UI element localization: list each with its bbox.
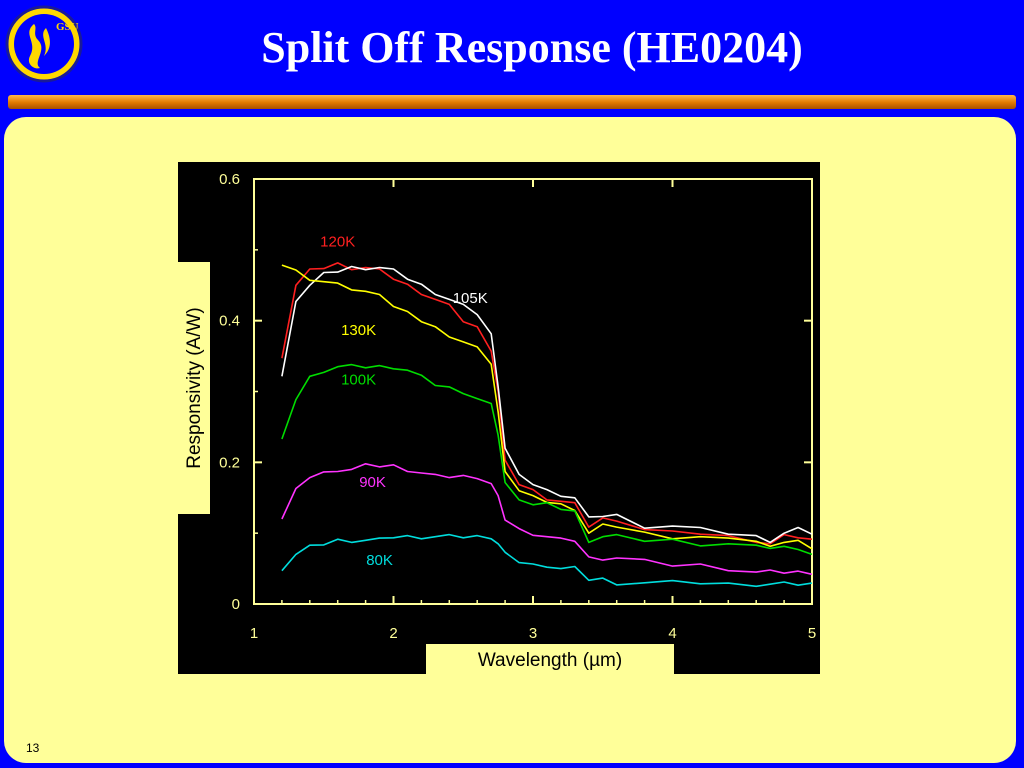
x-axis-label-box: Wavelength (µm) <box>426 644 674 674</box>
x-tick-label: 4 <box>668 625 676 642</box>
logo-text: GSU <box>56 21 79 33</box>
x-tick-label: 5 <box>808 625 816 642</box>
series-lines <box>281 262 813 588</box>
x-tick-label: 1 <box>250 625 258 642</box>
title-divider <box>8 95 1016 109</box>
axes: 1 2 3 4 5 0 0.2 0.4 0.6 <box>219 171 816 642</box>
series-label-100k: 100K <box>341 371 376 388</box>
y-tick-label: 0.6 <box>219 171 240 188</box>
x-tick-label: 3 <box>529 625 537 642</box>
series-label-120k: 120K <box>320 233 355 250</box>
gsu-logo-icon: GSU <box>5 5 83 83</box>
y-tick-label: 0 <box>232 596 240 613</box>
series-line-90k <box>281 463 813 576</box>
y-tick-label: 0.2 <box>219 454 240 471</box>
x-axis-label: Wavelength (µm) <box>478 650 622 671</box>
series-label-105k: 105K <box>453 290 488 307</box>
series-label-90k: 90K <box>359 474 386 491</box>
series-labels: 120K 105K 130K 100K 90K 80K <box>320 233 488 569</box>
slide-title: Split Off Response (HE0204) <box>261 23 803 72</box>
series-line-100k <box>281 363 813 556</box>
slide-number: 13 <box>26 741 40 755</box>
series-line-105k <box>281 265 813 544</box>
series-label-130k: 130K <box>341 322 376 339</box>
series-label-80k: 80K <box>366 552 393 569</box>
series-line-130k <box>281 264 813 550</box>
y-axis-label-box: Responsivity (A/W) <box>178 262 210 514</box>
y-tick-label: 0.4 <box>219 313 240 330</box>
responsivity-chart: 1 2 3 4 5 0 0.2 0.4 0.6 120K 105K 130K 100K 90K 80K R… <box>178 162 820 674</box>
x-tick-label: 2 <box>389 625 397 642</box>
y-axis-label: Responsivity (A/W) <box>184 307 205 469</box>
series-line-80k <box>281 533 813 588</box>
